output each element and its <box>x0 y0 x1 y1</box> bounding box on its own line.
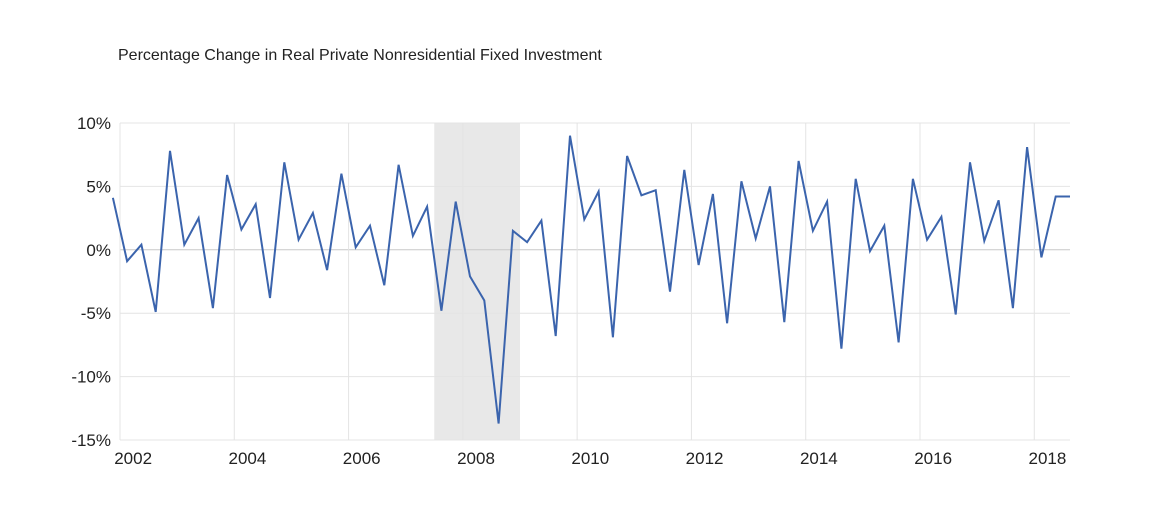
y-tick-label: -15% <box>71 431 111 450</box>
y-tick-label: 0% <box>86 241 111 260</box>
y-tick-label: 10% <box>77 114 111 133</box>
gridlines-layer <box>119 122 1070 441</box>
y-tick-label: 5% <box>86 177 111 196</box>
x-tick-label: 2002 <box>114 449 152 468</box>
x-tick-label: 2010 <box>571 449 609 468</box>
x-axis-tick-labels: 2002 2004 2006 2008 2010 2012 2014 2016 2018 <box>114 449 1066 468</box>
series-line <box>111 135 1070 424</box>
x-tick-label: 2008 <box>457 449 495 468</box>
chart-title: Percentage Change in Real Private Nonres… <box>118 47 602 64</box>
x-tick-label: 2012 <box>686 449 724 468</box>
series-layer <box>111 135 1070 424</box>
x-tick-label: 2014 <box>800 449 838 468</box>
x-tick-label: 2018 <box>1029 449 1067 468</box>
x-tick-label: 2016 <box>914 449 952 468</box>
recession-shading <box>434 123 520 440</box>
y-axis-tick-labels: 10% 5% 0% -5% -10% -15% <box>71 114 111 450</box>
x-tick-label: 2006 <box>343 449 381 468</box>
shaded-region-layer <box>434 123 520 440</box>
x-tick-label: 2004 <box>229 449 267 468</box>
y-tick-label: -10% <box>71 368 111 387</box>
y-tick-label: -5% <box>81 304 111 323</box>
